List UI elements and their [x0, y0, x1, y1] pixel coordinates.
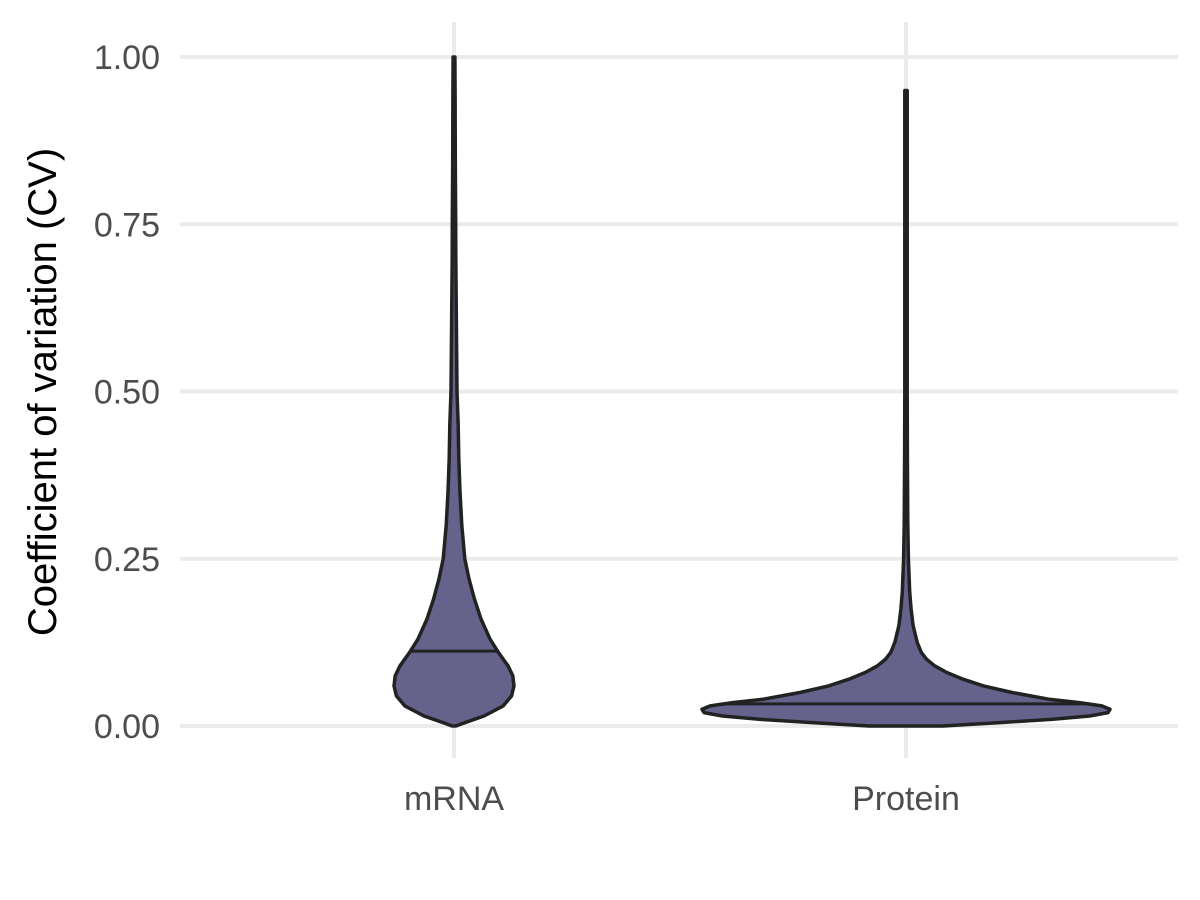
violin-protein [700, 88, 1112, 728]
x-tick-label: Protein [852, 780, 960, 818]
y-tick-label: 0.00 [94, 708, 160, 746]
y-tick-label: 1.00 [94, 39, 160, 77]
x-tick-label: mRNA [404, 780, 504, 818]
y-axis-title: Coefficient of variation (CV) [21, 148, 65, 636]
violin-mrna [392, 55, 516, 728]
y-axis-tick-labels: 0.00 0.25 0.50 0.75 1.00 [94, 39, 160, 746]
x-axis-tick-labels: mRNA Protein [404, 780, 960, 818]
grid-layer [180, 22, 1178, 758]
y-tick-label: 0.50 [94, 374, 160, 412]
y-tick-label: 0.75 [94, 206, 160, 244]
violin-layer [392, 55, 1112, 728]
y-tick-label: 0.25 [94, 541, 160, 579]
